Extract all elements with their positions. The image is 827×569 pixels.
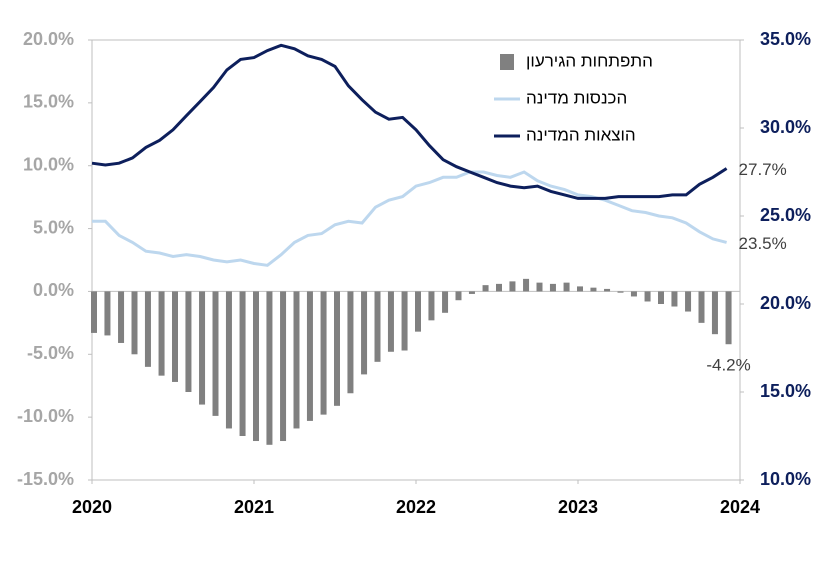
bar [225,291,232,429]
legend-label: הוצאות המדינה [526,125,636,144]
bar [496,283,502,292]
bar [172,291,178,382]
bar [334,291,340,406]
bar [212,291,219,416]
bar [306,291,313,421]
y2-tick-label: 35.0% [760,29,811,49]
bar [658,291,664,304]
y-tick-label: -10.0% [17,406,74,426]
bar [482,285,489,292]
x-tick-label: 2021 [234,497,274,517]
y-tick-label: 10.0% [23,154,74,174]
bar [630,291,637,297]
legend-swatch [500,54,514,70]
bar [455,291,462,301]
bar [253,291,259,442]
bar [468,291,475,294]
bar [91,291,97,333]
bar [536,282,543,292]
value-label: 23.5% [739,234,787,253]
bar [725,291,732,345]
bar [199,291,206,405]
bar [158,291,165,376]
bar [185,291,192,392]
bar [415,291,421,332]
bar [671,291,678,307]
legend-label: התפתחות הגירעון [526,51,653,70]
bar [144,291,151,367]
value-label: -4.2% [706,356,750,375]
bar [266,291,273,445]
x-tick-label: 2020 [72,497,112,517]
y-tick-label: 5.0% [33,217,74,237]
y-tick-label: -5.0% [27,343,74,363]
bar [401,291,408,351]
x-tick-label: 2022 [396,497,436,517]
bar [590,287,597,292]
x-tick-label: 2023 [558,497,598,517]
bar [347,291,354,394]
bar [320,291,327,415]
y-tick-label: 20.0% [23,29,74,49]
line [91,43,728,200]
y2-tick-label: 25.0% [760,205,811,225]
bar [118,291,125,343]
value-label: 27.7% [739,160,787,179]
bar [374,291,381,362]
y-tick-label: -15.0% [17,469,74,489]
bar [428,291,435,321]
bar [644,291,651,302]
bar [549,283,556,292]
bar [523,278,530,292]
bar [131,291,138,355]
bar [442,291,449,313]
bar [604,288,611,292]
bar [293,291,300,429]
bar [685,291,692,312]
bar [711,291,718,335]
bar [239,291,246,436]
bar [698,291,705,323]
bar [361,291,368,375]
y-tick-label: 0.0% [33,280,74,300]
y2-tick-label: 15.0% [760,381,811,401]
y2-tick-label: 10.0% [760,469,811,489]
plot-frame [91,39,741,481]
legend-label: הכנסות מדינה [526,88,627,107]
bar [563,282,570,292]
x-tick-label: 2024 [720,497,760,517]
bar [617,291,624,293]
y-tick-label: 15.0% [23,92,74,112]
y2-tick-label: 20.0% [760,293,811,313]
line [92,170,727,267]
bar [104,291,111,336]
bar [509,281,516,292]
bar [387,291,394,352]
bar [280,291,287,442]
y2-tick-label: 30.0% [760,117,811,137]
bar [577,286,583,292]
